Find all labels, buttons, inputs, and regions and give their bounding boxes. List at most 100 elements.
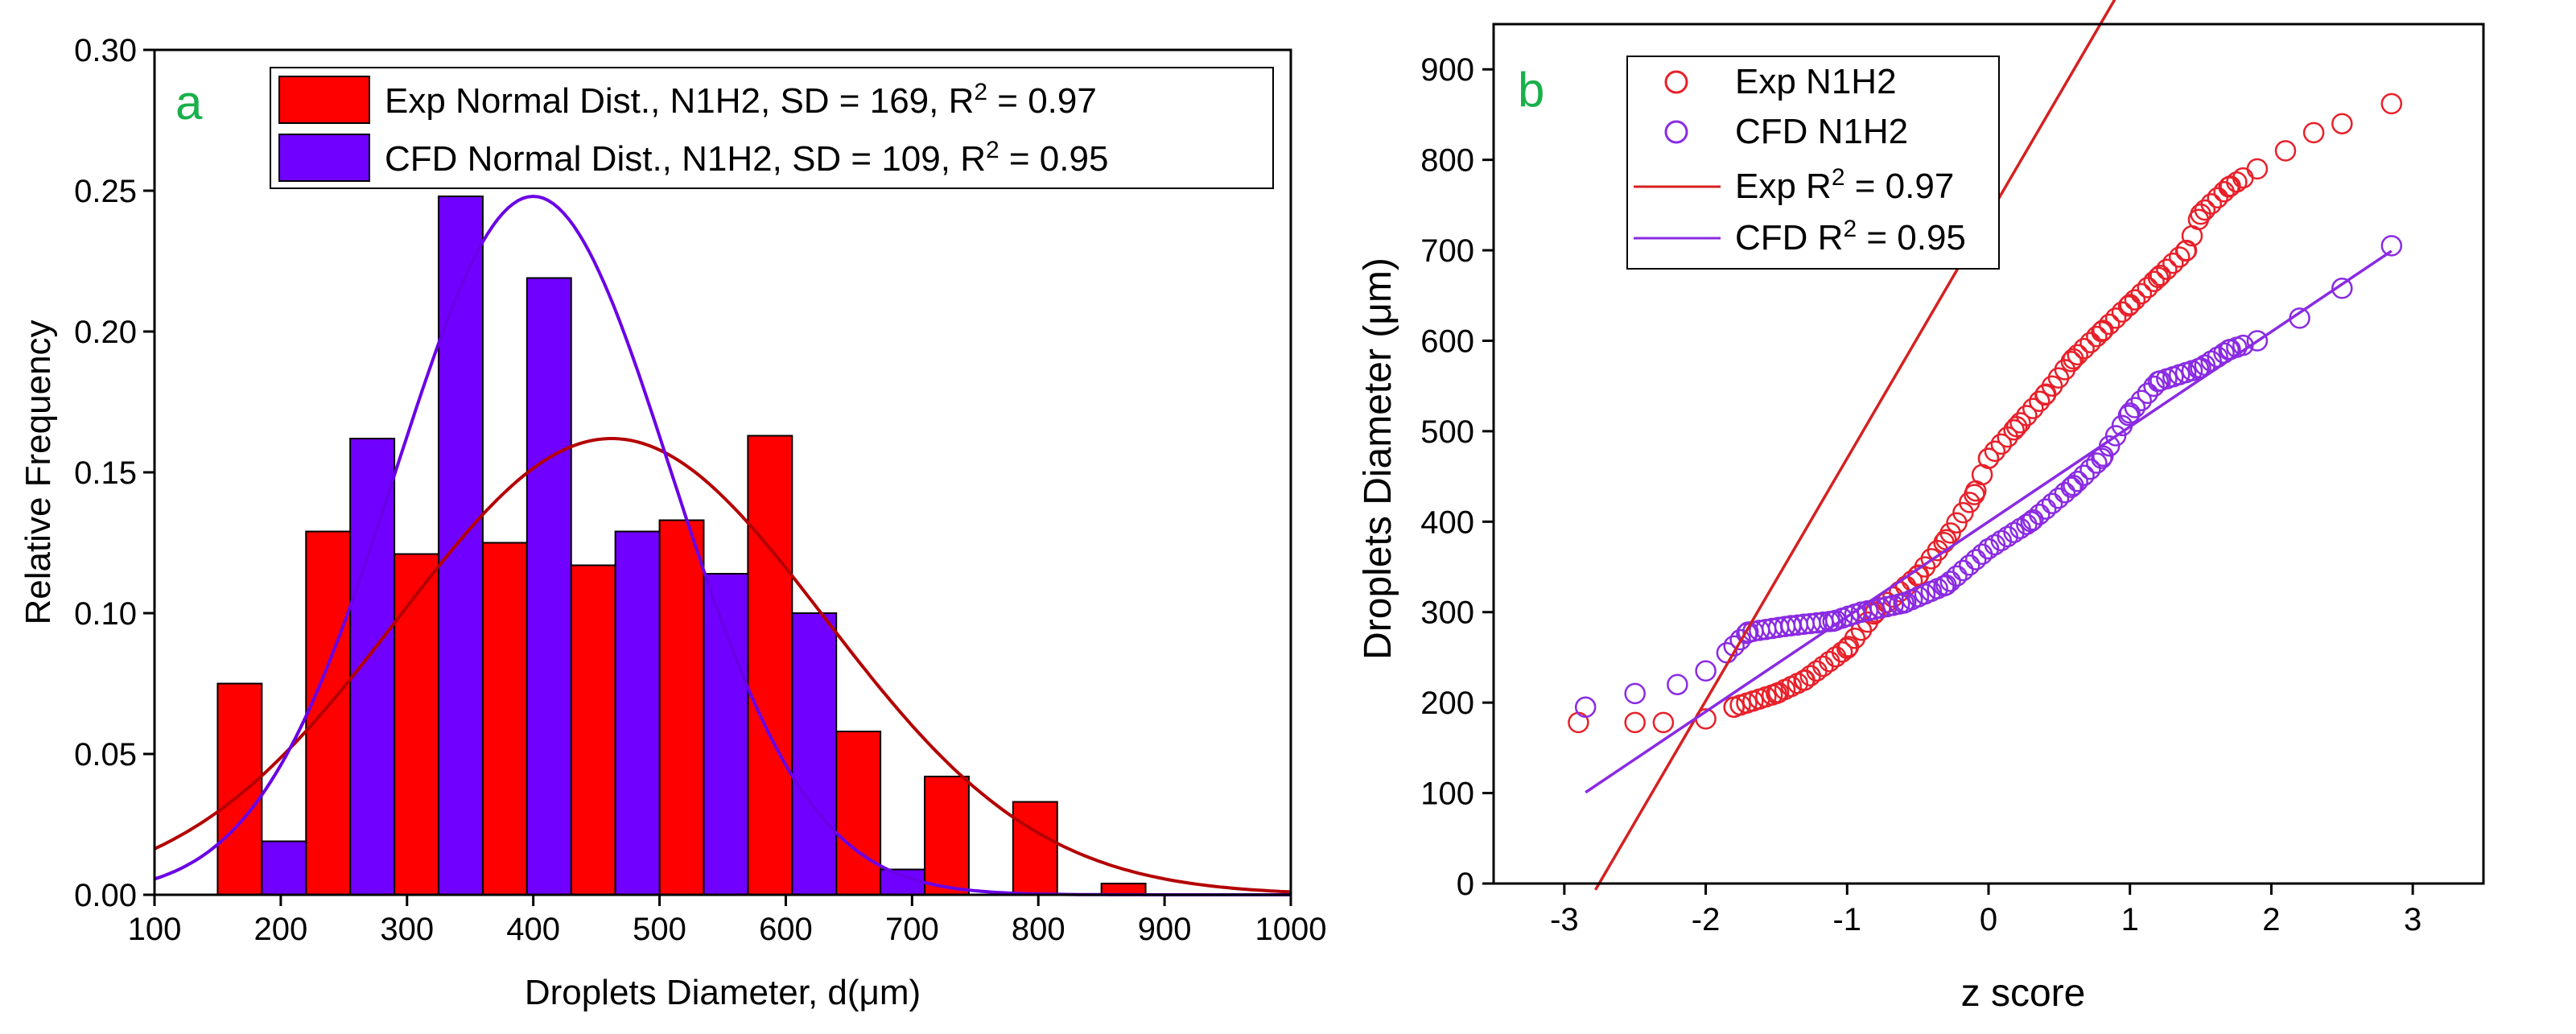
exp-point — [2156, 258, 2178, 280]
panel-b-x-tick-label: 0 — [1980, 902, 1997, 937]
cfd-point — [2060, 476, 2083, 498]
cfd-fit-line — [1585, 249, 2393, 794]
panel-a-x-tick-label: 1000 — [1255, 912, 1327, 947]
panel-a-y-tick-label: 0.05 — [74, 737, 137, 772]
panel-a-y-tick-label: 0.15 — [74, 455, 137, 491]
cfd-point — [1952, 559, 1974, 582]
cfd-point — [2029, 504, 2050, 525]
exp-point — [2060, 351, 2083, 373]
panel-b-x-tick-label: 1 — [2121, 902, 2139, 937]
cfd-point — [1695, 660, 1717, 682]
cfd-bar-5 — [703, 573, 749, 896]
cfd-point — [2117, 404, 2140, 426]
exp-point — [2098, 313, 2121, 336]
panel-b-y-tick-label: 200 — [1420, 686, 1474, 721]
exp-point — [2111, 301, 2133, 323]
exp-bar-4 — [570, 564, 616, 896]
exp-point — [1946, 512, 1968, 533]
exp-bar-2 — [394, 553, 440, 896]
exp-point — [2143, 270, 2165, 293]
exp-point — [2175, 239, 2198, 262]
cfd-point — [2034, 498, 2057, 520]
exp-point — [2147, 266, 2170, 289]
cfd-point — [1667, 674, 1688, 695]
exp-point — [2274, 140, 2297, 162]
legend-swatch-exp — [278, 76, 370, 124]
exp-point — [2104, 307, 2127, 329]
legend-marker-exp-points — [1664, 70, 1688, 94]
exp-point — [2067, 344, 2088, 366]
cfd-point — [1624, 682, 1646, 705]
cfd-point — [2079, 458, 2101, 480]
cfd-point — [2067, 471, 2088, 492]
exp-point — [2003, 418, 2025, 441]
exp-point — [2091, 320, 2112, 343]
cfd-point — [1959, 554, 1980, 576]
exp-bar-9 — [1012, 801, 1058, 896]
exp-point — [2016, 405, 2038, 426]
panel-a-ticks: 100 200 300 400 500 600 700 800 900 1000 0.00 0.05 0… — [74, 33, 1326, 947]
panel-b-y-tick-label: 400 — [1420, 505, 1474, 540]
exp-point — [2092, 319, 2114, 341]
legend-label-cfd: CFD Normal Dist., N1H2, SD = 109, R2 = 0… — [385, 137, 1108, 179]
panel-a-x-tick-label: 100 — [128, 912, 182, 947]
exp-point — [2022, 398, 2044, 419]
exp-point — [2246, 158, 2269, 180]
exp-normal-fit-curve — [154, 437, 1292, 894]
exp-point — [2079, 332, 2101, 353]
panel-a-x-axis-title: Droplets Diameter, d(μm) — [525, 973, 921, 1012]
cfd-point — [1971, 543, 1993, 566]
panel-b-x-tick-label: -3 — [1550, 902, 1579, 937]
cfd-point — [2143, 375, 2165, 398]
exp-point — [2117, 295, 2140, 317]
panel-b-points — [1568, 93, 2403, 734]
exp-point — [2226, 171, 2248, 193]
exp-point — [1824, 645, 1847, 668]
exp-point — [1952, 501, 1974, 524]
panel-b-y-tick-label: 0 — [1457, 867, 1474, 902]
cfd-point — [1964, 549, 1987, 571]
panel-a-y-tick-label: 0.20 — [74, 315, 137, 350]
panel-b-y-tick-label: 900 — [1420, 52, 1474, 88]
cfd-point — [2124, 397, 2146, 418]
exp-point — [2073, 338, 2095, 360]
cfd-bar-3 — [526, 277, 572, 896]
exp-bar-1 — [305, 530, 352, 896]
panel-b-legend-box — [1626, 56, 2000, 270]
exp-point — [2200, 193, 2222, 215]
exp-point — [2009, 412, 2031, 434]
exp-point — [2119, 294, 2141, 315]
panel-b: -3 -2 -1 0 1 2 3 0 100 200 300 400 500 600 700 800 900 b… — [1357, 0, 2485, 1015]
exp-point — [2149, 264, 2171, 286]
panel-a-letter: a — [175, 76, 203, 130]
exp-point — [1812, 655, 1834, 678]
cfd-point — [2380, 235, 2403, 257]
legend-label-exp-points: Exp N1H2 — [1735, 62, 1897, 101]
panel-a-legend: Exp Normal Dist., N1H2, SD = 169, R2 = 0… — [270, 67, 1274, 189]
cfd-bar-4 — [614, 530, 661, 896]
exp-point — [1984, 440, 2006, 463]
exp-bar-7 — [835, 731, 882, 896]
panel-b-y-tick-label: 700 — [1420, 233, 1474, 269]
cfd-point — [2119, 402, 2141, 424]
legend-label-cfd-line: CFD R2 = 0.95 — [1735, 216, 1966, 258]
exp-bar-3 — [481, 542, 528, 896]
panel-a-x-tick-label: 500 — [633, 912, 686, 947]
panel-a-x-tick-label: 400 — [506, 912, 560, 947]
panel-b-x-axis-title: z score — [1961, 972, 2086, 1015]
exp-bar-0 — [216, 682, 263, 896]
cfd-point — [2246, 330, 2269, 352]
exp-point — [2331, 113, 2353, 134]
panel-b-x-tick-label: 2 — [2262, 902, 2280, 937]
legend-swatch-cfd — [278, 134, 370, 182]
exp-point — [1939, 522, 1961, 544]
panel-a-x-tick-label: 200 — [254, 912, 308, 947]
legend-label-exp: Exp Normal Dist., N1H2, SD = 169, R2 = 0… — [385, 79, 1097, 122]
panel-b-y-tick-label: 600 — [1420, 323, 1474, 359]
cfd-point — [2054, 482, 2076, 504]
panel-b-letter: b — [1518, 63, 1544, 117]
cfd-point — [2130, 389, 2153, 411]
panel-b-ticks: -3 -2 -1 0 1 2 3 0 100 200 300 400 500 600 700 800 900 — [1420, 52, 2421, 937]
legend-marker-cfd-points — [1664, 120, 1688, 144]
exp-point — [1624, 711, 1646, 734]
